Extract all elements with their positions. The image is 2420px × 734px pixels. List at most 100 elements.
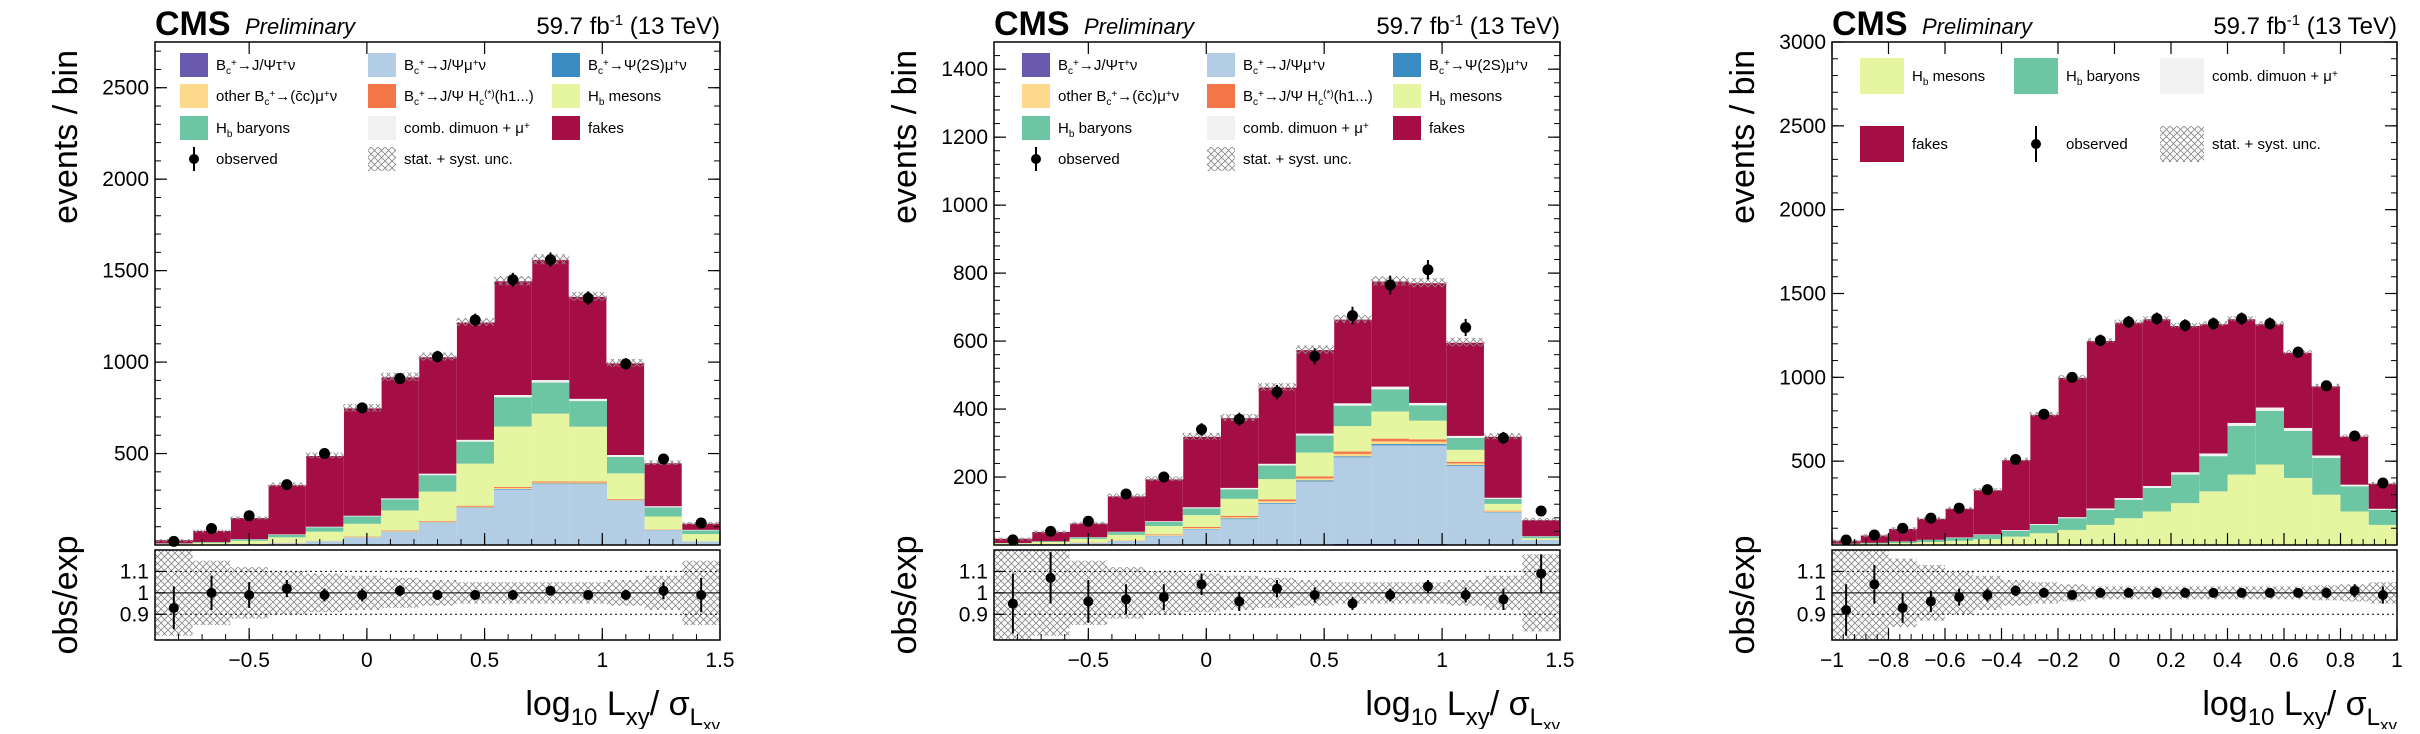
observed-point-13	[658, 454, 669, 465]
bar-mu-8	[456, 508, 494, 545]
bar-hbb-12	[1447, 438, 1485, 450]
observed-point-10	[1385, 280, 1396, 291]
bar-comb-18	[2341, 485, 2369, 487]
bar-psi2s-6	[1220, 518, 1258, 519]
legend-swatch-hc	[368, 84, 396, 108]
ratio-point-7	[433, 590, 443, 600]
bar-fakes-7	[2030, 414, 2058, 524]
ratio-ytick-label-2: 1.1	[1797, 560, 1826, 583]
legend-label-2-5: stat. + syst. unc.	[2212, 136, 2321, 153]
bar-mu-6	[381, 532, 419, 545]
bar-ccbar-9	[1334, 454, 1372, 456]
bar-hbb-1	[193, 542, 231, 543]
bar-hbm-1	[1032, 542, 1070, 544]
bar-mu-13	[645, 530, 683, 545]
bar-hbb-8	[2058, 518, 2086, 530]
bar-fakes-10	[532, 259, 570, 380]
xtick-label-0: −1	[1820, 649, 1844, 672]
bar-fakes-12	[1447, 342, 1485, 436]
bar-hbb-5	[1973, 535, 2001, 539]
bar-hbm-11	[569, 427, 607, 482]
bar-ccbar-10	[532, 482, 570, 483]
bar-hbm-10	[532, 414, 570, 482]
bar-comb-9	[494, 395, 532, 397]
observed-point-11	[2151, 313, 2162, 324]
legend-label-0-10: stat. + syst. unc.	[404, 151, 513, 168]
xtick-label-3: 1	[1436, 649, 1448, 672]
legend-label-0-9: observed	[216, 151, 278, 168]
bar-hbm-14	[1522, 538, 1560, 540]
bar-hbm-14	[682, 534, 720, 541]
observed-point-13	[1498, 432, 1509, 443]
xtick-label-1: 0	[1200, 649, 1212, 672]
bar-hbm-9	[494, 426, 532, 486]
bar-ccbar-13	[1485, 511, 1523, 512]
bar-hbm-5	[1183, 515, 1221, 527]
ytick-label-1: 1000	[102, 351, 149, 374]
xtick-label-9: 0.8	[2326, 649, 2355, 672]
bar-comb-12	[1447, 436, 1485, 438]
ytick-label-4: 2500	[102, 77, 149, 100]
bar-fakes-6	[1220, 418, 1258, 488]
bar-hbm-17	[2312, 495, 2340, 545]
bar-hbm-10	[1371, 411, 1409, 438]
bar-comb-11	[1409, 403, 1447, 405]
bar-comb-14	[682, 530, 720, 531]
bar-ccbar-4	[1145, 535, 1183, 536]
xtick-label-4: 1.5	[705, 649, 734, 672]
bar-psi2s-9	[494, 489, 532, 490]
bar-fakes-9	[2086, 340, 2114, 508]
legend-swatch-hc	[1207, 84, 1235, 108]
x-axis-label: log10 Lxy/ σLxy	[2202, 685, 2397, 729]
observed-point-9	[1347, 310, 1358, 321]
bar-psi2s-12	[1447, 465, 1485, 466]
ratio-point-7	[1272, 584, 1282, 594]
bar-fakes-15	[2256, 324, 2284, 408]
legend-swatch-comb	[368, 116, 396, 140]
cms-label: CMS	[994, 5, 1070, 43]
bar-fakes-17	[2312, 386, 2340, 456]
bar-mu-6	[1220, 519, 1258, 544]
observed-point-6	[1234, 414, 1245, 425]
bar-hbm-3	[1107, 535, 1145, 540]
bar-comb-10	[532, 380, 570, 383]
legend-swatch-hbm	[1393, 84, 1421, 108]
observed-point-17	[2321, 380, 2332, 391]
ratio-point-1	[1046, 573, 1056, 583]
observed-point-2	[1083, 516, 1094, 527]
bar-ccbar-5	[1183, 528, 1221, 529]
bar-mu-5	[343, 538, 381, 545]
legend-label-1-10: stat. + syst. unc.	[1243, 151, 1352, 168]
observed-point-19	[2377, 477, 2388, 488]
bar-mu-7	[1258, 504, 1296, 545]
bar-hbb-8	[1296, 436, 1334, 453]
bar-mu-10	[532, 484, 570, 544]
ratio-y-axis-label: obs/exp	[47, 535, 85, 654]
observed-point-4	[1954, 503, 1965, 514]
ratio-point-9	[508, 590, 518, 600]
bar-hbm-9	[2086, 525, 2114, 545]
bar-hc-7	[1258, 499, 1296, 501]
bar-hc-9	[494, 487, 532, 488]
bar-hbm-6	[2002, 537, 2030, 545]
legend-label-1-7: comb. dimuon + μ+	[1243, 120, 1369, 137]
bar-hbb-10	[532, 383, 570, 414]
legend-label-1-1: Bc+→J/Ψμ+ν	[1243, 57, 1325, 77]
bar-fakes-9	[494, 281, 532, 395]
ytick-label-5: 3000	[1779, 31, 1826, 54]
bar-hbb-13	[2199, 456, 2227, 491]
bar-ccbar-8	[456, 507, 494, 508]
bar-fakes-6	[381, 377, 419, 499]
legend-label-1-6: Hb baryons	[1058, 120, 1132, 140]
xtick-label-2: 0.5	[1310, 649, 1339, 672]
ytick-label-6: 1400	[941, 58, 988, 81]
bar-hc-10	[1371, 439, 1409, 442]
legend-swatch-psi2s	[552, 53, 580, 77]
ratio-ytick-label-0: 0.9	[120, 603, 149, 626]
ytick-label-2: 600	[953, 330, 988, 353]
observed-point-5	[357, 402, 368, 413]
bar-hbm-9	[1334, 426, 1372, 451]
bar-hc-5	[1183, 527, 1221, 528]
xtick-label-10: 1	[2391, 649, 2403, 672]
